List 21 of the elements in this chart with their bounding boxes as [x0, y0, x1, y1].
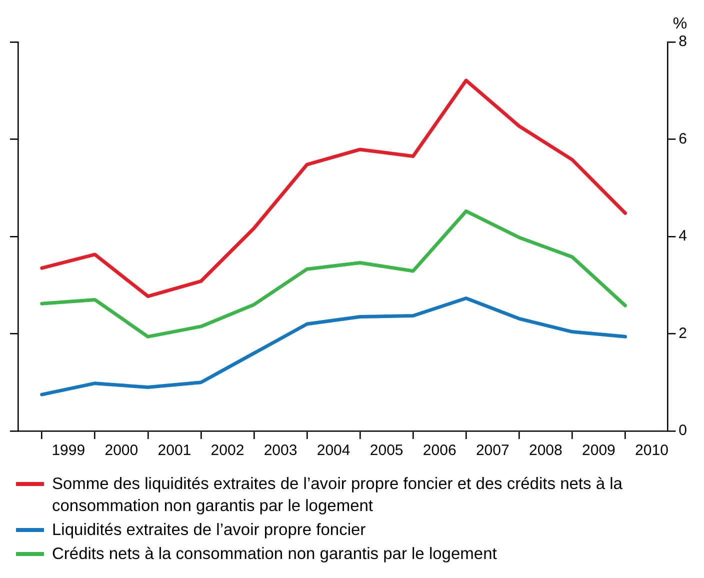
y-tick-label: 4: [678, 228, 687, 245]
x-tick-label: 2000: [104, 442, 138, 460]
x-tick-label: 2005: [370, 442, 404, 460]
y-tick-label: 2: [678, 324, 687, 342]
y-axis-title: %: [672, 15, 688, 32]
x-tick-label: 2006: [422, 442, 456, 460]
x-tick-label: 2004: [316, 442, 350, 460]
x-tick-label: 1999: [52, 442, 86, 460]
x-tick-label: 2001: [158, 442, 192, 460]
x-tick-label: 2010: [635, 442, 668, 460]
y-tick-label: 8: [678, 33, 687, 50]
y-tick-label: 0: [678, 422, 687, 440]
x-tick-label: 2003: [264, 442, 298, 460]
legend-label: Somme des liquidités extraites de l’avoir propre foncier et des crédits nets à la consommation non garantis par le logement: [52, 474, 624, 517]
y-tick-label: 6: [678, 130, 687, 148]
x-tick-label: 2007: [476, 442, 510, 460]
x-tick-label: 2002: [210, 442, 244, 460]
legend-label: Crédits nets à la consommation non garantis par le logement: [52, 544, 497, 565]
x-tick-label: 2008: [528, 442, 562, 460]
legend-label: Liquidités extraites de l’avoir propre foncier: [52, 520, 366, 541]
x-tick-label: 2009: [582, 442, 616, 460]
